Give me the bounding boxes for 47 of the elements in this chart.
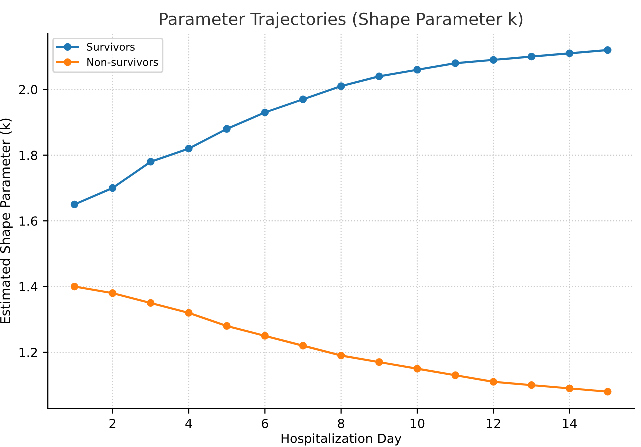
point — [376, 358, 384, 366]
x-tick-label: 2 — [110, 418, 116, 428]
legend-label: Survivors — [87, 42, 135, 51]
point — [147, 299, 155, 308]
point — [604, 388, 612, 396]
x-tick-label: 6 — [262, 418, 268, 428]
point — [338, 82, 346, 90]
point — [376, 72, 384, 80]
point — [566, 384, 574, 392]
point — [147, 158, 155, 166]
x-tick-label: 4 — [186, 419, 192, 428]
point — [338, 352, 346, 360]
point — [185, 145, 193, 153]
y-tick-label: 1.2 — [20, 348, 38, 358]
x-axis-title: Hospitalization Day — [282, 434, 402, 446]
y-axis-title: Estimated Shape Parameter (k) — [0, 118, 13, 324]
y-tick-label: 1.4 — [20, 282, 38, 292]
point — [452, 60, 460, 68]
legend-label: Non-survivors — [88, 58, 158, 66]
point — [70, 282, 79, 291]
point — [452, 372, 460, 380]
point — [490, 378, 498, 386]
chart-title: Parameter Trajectories (Shape Parameter k) — [160, 12, 523, 29]
point — [490, 56, 498, 64]
point — [604, 46, 612, 54]
x-tick-label: 12 — [487, 418, 500, 428]
point — [185, 309, 193, 317]
point — [414, 365, 422, 373]
point — [299, 342, 308, 350]
point — [223, 322, 231, 330]
point — [566, 50, 574, 58]
point — [109, 290, 117, 298]
point — [299, 96, 308, 104]
point — [528, 53, 536, 61]
x-tick-label: 10 — [410, 418, 425, 428]
x-tick-label: 14 — [563, 419, 578, 428]
point — [414, 66, 422, 74]
point — [528, 382, 536, 390]
y-tick-label: 1.8 — [20, 150, 38, 160]
point — [261, 332, 269, 340]
x-tick-label: 8 — [338, 418, 344, 428]
point — [70, 200, 79, 208]
y-tick-label: 2.0 — [19, 85, 38, 95]
y-tick-label: 1.6 — [20, 216, 38, 226]
point — [261, 108, 269, 117]
point — [223, 125, 231, 133]
point — [109, 184, 117, 192]
